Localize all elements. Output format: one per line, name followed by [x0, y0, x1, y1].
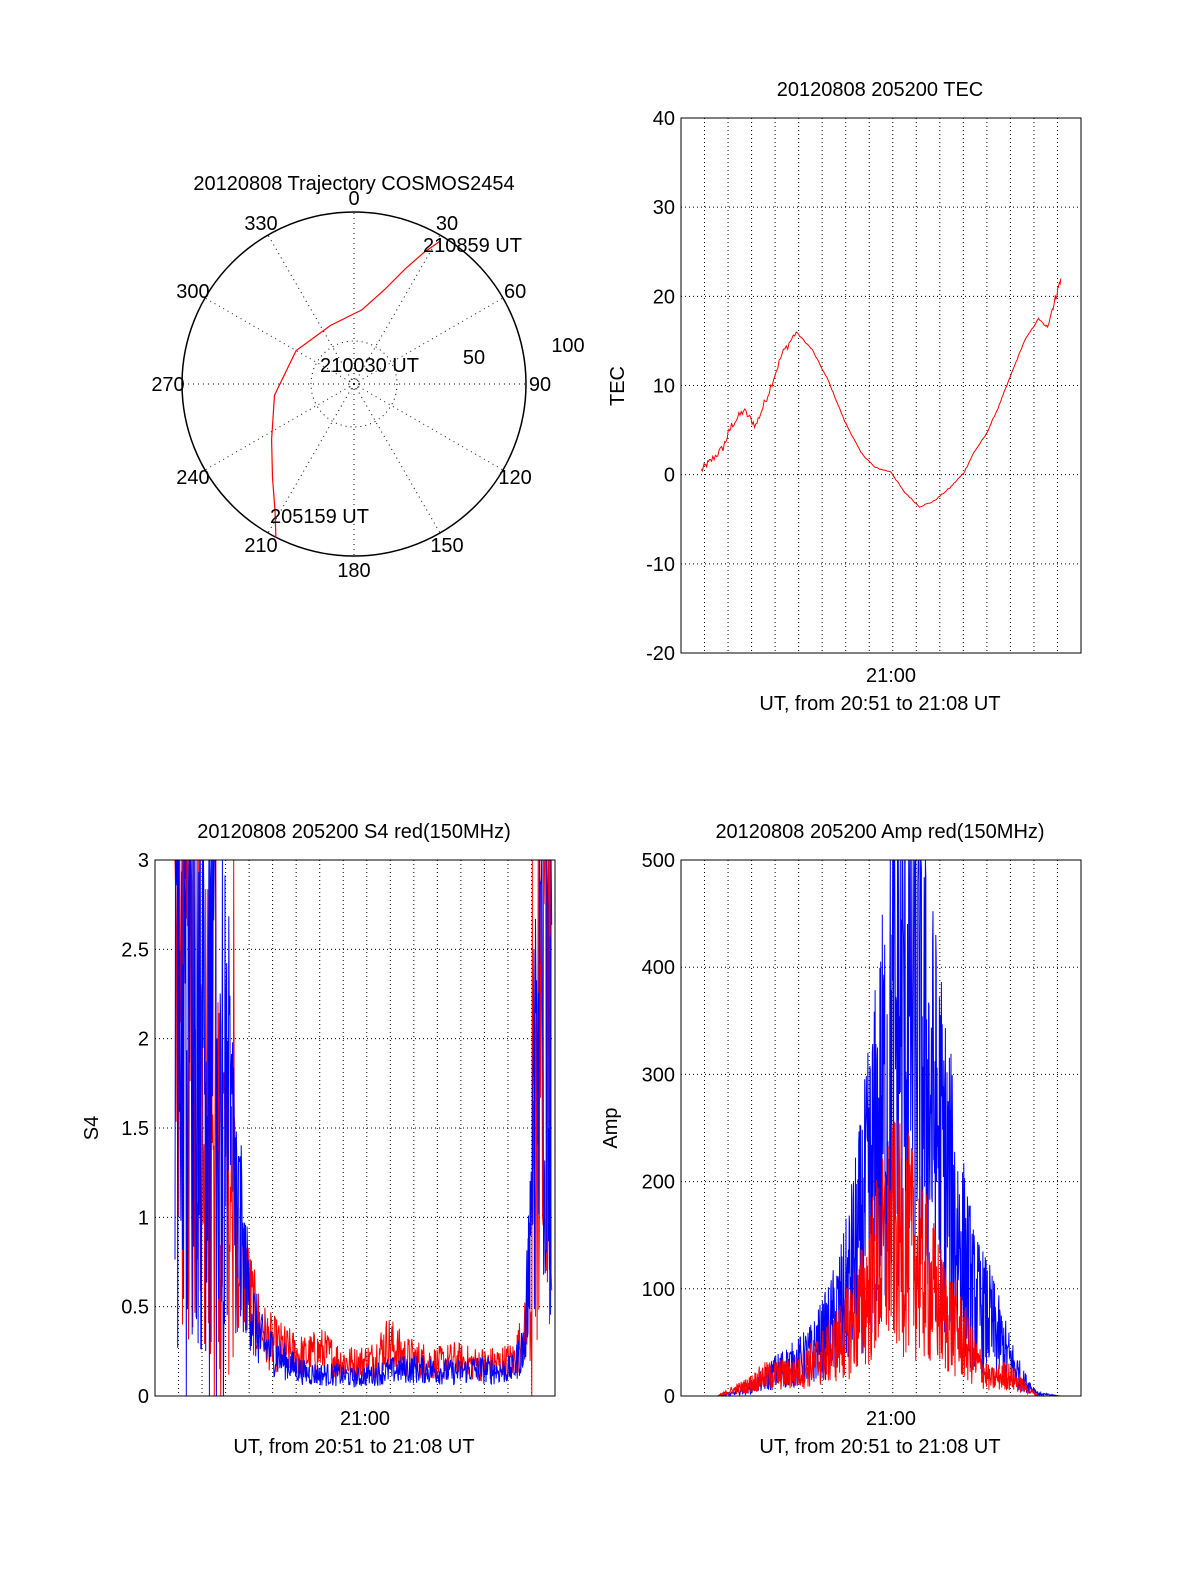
tec-y-tick-labels: -20 -10 0 10 20 30 40: [646, 108, 675, 665]
amp-series-line-1: [701, 1120, 1061, 1397]
s4-y-tick-0: 0: [138, 1386, 149, 1408]
tec-x-axis-label: UT, from 20:51 to 21:08 UT: [759, 693, 1000, 715]
tec-y-tick-4: 20: [653, 286, 675, 308]
amp-series-line-0: [701, 859, 1061, 1398]
tec-y-tick-5: 30: [653, 197, 675, 219]
tec-plot-frame: [680, 117, 1082, 654]
polar-azimuth-label-30: 30: [436, 213, 458, 235]
tec-y-tick-6: 40: [653, 108, 675, 130]
polar-grid: [181, 211, 527, 557]
s4-y-tick-labels: 0 0.5 1 1.5 2 2.5 3: [121, 850, 149, 1408]
polar-spoke-330: [267, 234, 355, 385]
s4-chart: 20120808 205200 S4 red(150MHz) 0 0.5 1 1.5 2…: [81, 821, 556, 1458]
s4-x-tick-label: 21:00: [340, 1408, 390, 1430]
amp-y-tick-2: 200: [642, 1172, 675, 1194]
s4-y-tick-2: 1: [138, 1207, 149, 1229]
polar-azimuth-label-60: 60: [504, 281, 526, 303]
tec-series-line: [700, 278, 1062, 508]
amp-series: [701, 859, 1061, 1398]
tec-chart: 20120808 205200 TEC -20 -10 0 10 20 30 40 21:0…: [607, 79, 1082, 715]
amp-y-tick-4: 400: [642, 957, 675, 979]
trajectory-polar-plot: 20120808 Trajectory COSMOS2454 0 30 60 90 12…: [151, 173, 584, 582]
polar-spoke-150: [353, 383, 441, 534]
tec-title: 20120808 205200 TEC: [777, 79, 983, 101]
trajectory-start-label: 205159 UT: [270, 506, 369, 528]
s4-y-tick-1: 0.5: [121, 1297, 149, 1319]
s4-y-tick-5: 2.5: [121, 939, 149, 961]
amp-y-tick-labels: 0 100 200 300 400 500: [642, 850, 675, 1408]
s4-title: 20120808 205200 S4 red(150MHz): [197, 821, 511, 843]
polar-spoke-210: [267, 383, 355, 534]
polar-spoke-240: [204, 383, 355, 471]
polar-azimuth-label-180: 180: [337, 560, 370, 582]
s4-y-tick-6: 3: [138, 850, 149, 872]
amp-x-tick-label: 21:00: [866, 1408, 916, 1430]
polar-azimuth-label-240: 240: [176, 467, 209, 489]
s4-y-tick-4: 2: [138, 1029, 149, 1051]
polar-azimuth-label-210: 210: [244, 535, 277, 557]
polar-radial-label-50: 50: [463, 347, 485, 369]
s4-plot-frame: [154, 859, 556, 1397]
tec-y-axis-label: TEC: [607, 366, 629, 406]
polar-azimuth-label-270: 270: [151, 374, 184, 396]
polar-spoke-300: [204, 297, 355, 385]
amp-y-axis-label: Amp: [600, 1107, 622, 1148]
polar-azimuth-label-300: 300: [176, 281, 209, 303]
trajectory-line: [270, 241, 440, 538]
polar-ring-50: [310, 340, 398, 428]
polar-azimuth-label-120: 120: [498, 467, 531, 489]
polar-azimuth-label-0: 0: [348, 188, 359, 210]
polar-spoke-30: [353, 234, 441, 385]
tec-y-tick-3: 10: [653, 376, 675, 398]
s4-series: [174, 859, 553, 1397]
tec-grid: [681, 118, 1081, 653]
s4-y-tick-3: 1.5: [121, 1118, 149, 1140]
polar-azimuth-label-330: 330: [244, 213, 277, 235]
polar-spoke-60: [353, 297, 504, 385]
trajectory-center-label: 210030 UT: [320, 355, 419, 377]
polar-azimuth-label-90: 90: [529, 374, 551, 396]
amp-y-tick-3: 300: [642, 1064, 675, 1086]
amp-y-tick-1: 100: [642, 1279, 675, 1301]
s4-series-line-1: [174, 859, 553, 1397]
polar-radial-label-100: 100: [551, 335, 584, 357]
amp-y-tick-0: 0: [664, 1386, 675, 1408]
polar-azimuth-label-150: 150: [430, 535, 463, 557]
amp-y-tick-5: 500: [642, 850, 675, 872]
trajectory-end-label: 210859 UT: [423, 235, 522, 257]
polar-azimuth-labels: 0 30 60 90 120 150 180 210 240 270 300 330: [151, 188, 551, 582]
amp-chart: 20120808 205200 Amp red(150MHz) 0 100 200 3…: [600, 821, 1082, 1458]
s4-x-axis-label: UT, from 20:51 to 21:08 UT: [233, 1436, 474, 1458]
tec-x-tick-label: 21:00: [866, 665, 916, 687]
amp-plot-frame: [680, 859, 1082, 1397]
amp-title: 20120808 205200 Amp red(150MHz): [715, 821, 1044, 843]
tec-y-tick-2: 0: [664, 465, 675, 487]
polar-spoke-120: [353, 383, 504, 471]
tec-y-tick-0: -20: [646, 643, 675, 665]
tec-y-tick-1: -10: [646, 554, 675, 576]
trajectory-title: 20120808 Trajectory COSMOS2454: [193, 173, 514, 195]
polar-outer-ring: [181, 211, 527, 557]
amp-x-axis-label: UT, from 20:51 to 21:08 UT: [759, 1436, 1000, 1458]
s4-y-axis-label: S4: [81, 1116, 103, 1140]
